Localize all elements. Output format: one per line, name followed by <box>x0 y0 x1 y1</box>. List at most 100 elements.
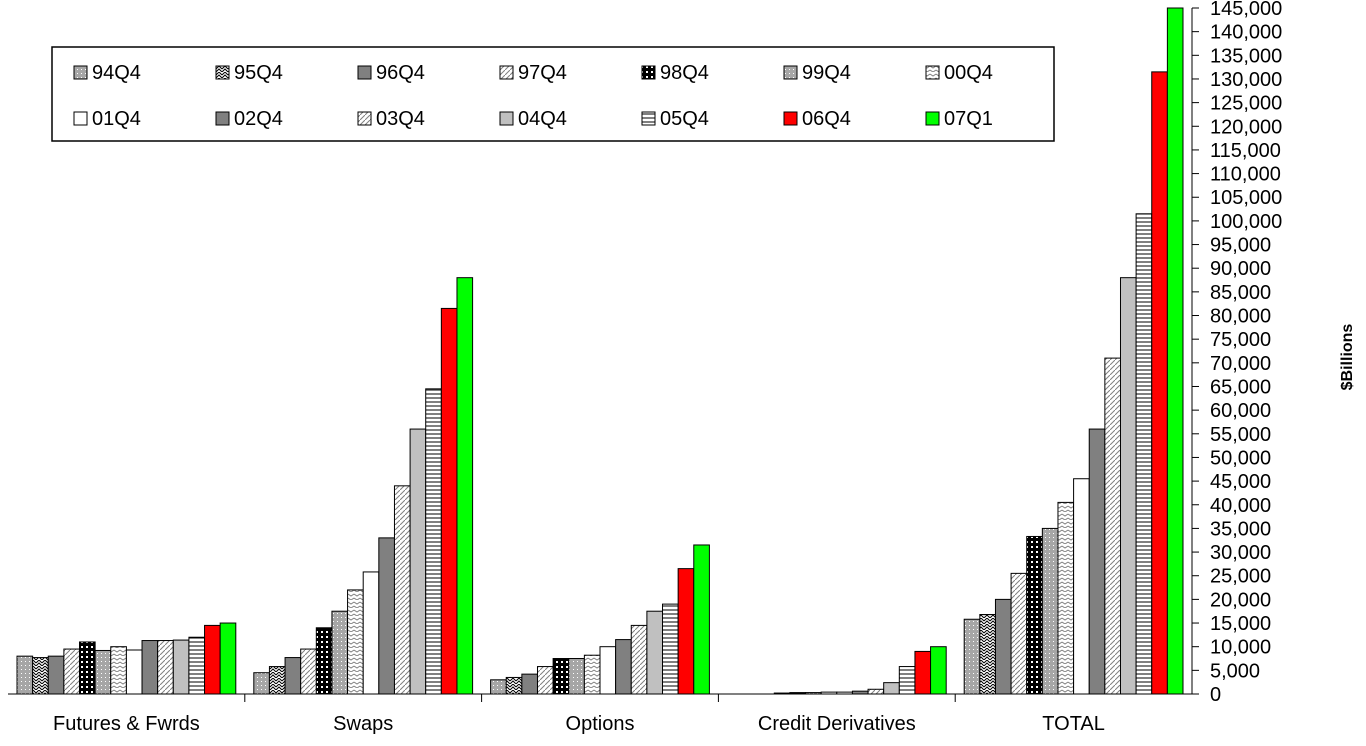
bars-layer <box>16 7 1184 695</box>
bar-94Q4-1 <box>253 672 270 695</box>
legend-swatch-07Q1 <box>925 111 940 126</box>
bar-04Q4-1 <box>409 428 427 695</box>
y-tick-label: 110,000 <box>1210 164 1281 186</box>
bar-96Q4-4 <box>994 598 1012 695</box>
legend-swatch-02Q4 <box>215 111 230 126</box>
y-tick-label: 5,000 <box>1210 660 1260 682</box>
x-tick-label: Options <box>566 713 635 735</box>
legend-label-99Q4: 99Q4 <box>802 62 851 84</box>
y-tick-label: 105,000 <box>1210 187 1282 209</box>
legend-swatch-94Q4 <box>73 65 88 80</box>
y-tick-label: 95,000 <box>1210 235 1271 257</box>
bar-00Q4-0 <box>110 646 127 695</box>
legend-label-96Q4: 96Q4 <box>376 62 425 84</box>
bar-96Q4-2 <box>521 673 538 695</box>
bar-04Q4-0 <box>172 639 190 695</box>
bar-98Q4-1 <box>315 627 333 695</box>
x-tick-label: Futures & Fwrds <box>53 713 200 735</box>
bar-97Q4-0 <box>63 648 81 695</box>
legend-box <box>51 46 1055 142</box>
legend-swatch-06Q4 <box>783 111 798 126</box>
legend-label-97Q4: 97Q4 <box>518 62 567 84</box>
legend-label-98Q4: 98Q4 <box>660 62 709 84</box>
bar-99Q4-2 <box>568 658 585 695</box>
y-tick-label: 130,000 <box>1210 69 1282 91</box>
bar-04Q4-3 <box>883 682 900 695</box>
bar-05Q4-4 <box>1135 213 1153 695</box>
y-tick-label: 145,000 <box>1210 0 1282 20</box>
axes-layer: Futures & Fwrds Swaps Options Credit Deriva… <box>8 0 1356 735</box>
bar-01Q4-4 <box>1073 478 1090 695</box>
y-tick-label: 115,000 <box>1210 140 1281 162</box>
bar-06Q4-3 <box>914 650 932 695</box>
y-tick-label: 60,000 <box>1210 400 1271 422</box>
bar-99Q4-4 <box>1041 527 1059 695</box>
bar-02Q4-2 <box>615 639 632 695</box>
bar-98Q4-2 <box>552 658 570 695</box>
y-tick-label: 0 <box>1210 684 1221 706</box>
bar-07Q1-0 <box>219 622 237 695</box>
bar-96Q4-0 <box>47 655 65 695</box>
y-tick-label: 125,000 <box>1210 93 1282 115</box>
bar-06Q4-2 <box>677 568 695 695</box>
bar-06Q4-4 <box>1151 71 1168 695</box>
bar-02Q4-0 <box>141 640 159 695</box>
bar-00Q4-4 <box>1057 501 1075 695</box>
legend-label-00Q4: 00Q4 <box>944 62 993 84</box>
bar-95Q4-0 <box>32 657 49 695</box>
bar-95Q4-4 <box>979 614 996 695</box>
legend-label-07Q1: 07Q1 <box>944 108 993 130</box>
legend-swatch-03Q4 <box>357 111 372 126</box>
y-tick-label: 80,000 <box>1210 306 1271 328</box>
legend-swatch-00Q4 <box>925 65 940 80</box>
bar-07Q1-2 <box>693 544 710 695</box>
legend-swatch-97Q4 <box>499 65 514 80</box>
bar-95Q4-1 <box>268 666 286 695</box>
legend-swatch-01Q4 <box>73 111 88 126</box>
bar-03Q4-0 <box>157 640 174 695</box>
y-tick-label: 135,000 <box>1210 45 1282 67</box>
legend-label-05Q4: 05Q4 <box>660 108 709 130</box>
y-tick-label: 10,000 <box>1210 637 1271 659</box>
y-tick-label: 35,000 <box>1210 518 1271 540</box>
bar-07Q1-4 <box>1166 7 1184 695</box>
bar-94Q4-4 <box>963 618 981 695</box>
bar-98Q4-0 <box>79 641 96 695</box>
y-tick-label: 30,000 <box>1210 542 1271 564</box>
bar-04Q4-2 <box>646 610 664 695</box>
x-tick-label: Credit Derivatives <box>758 713 916 735</box>
legend-label-02Q4: 02Q4 <box>234 108 283 130</box>
y-tick-label: 70,000 <box>1210 353 1271 375</box>
y-tick-label: 55,000 <box>1210 424 1271 446</box>
y-tick-label: 15,000 <box>1210 613 1271 635</box>
legend-swatch-99Q4 <box>783 65 798 80</box>
legend-swatch-95Q4 <box>215 65 230 80</box>
x-tick-label: TOTAL <box>1042 713 1105 735</box>
x-tick-label: Swaps <box>333 713 393 735</box>
bar-07Q1-3 <box>930 646 947 695</box>
y-tick-label: 75,000 <box>1210 329 1271 351</box>
bar-94Q4-0 <box>16 655 34 695</box>
bar-05Q4-3 <box>898 666 916 695</box>
legend-label-94Q4: 94Q4 <box>92 62 141 84</box>
legend-label-03Q4: 03Q4 <box>376 108 425 130</box>
bar-05Q4-0 <box>188 636 206 695</box>
bar-00Q4-2 <box>583 654 601 695</box>
bar-97Q4-1 <box>300 648 317 695</box>
legend-label-01Q4: 01Q4 <box>92 108 141 130</box>
bar-03Q4-2 <box>630 624 648 695</box>
bar-98Q4-4 <box>1026 535 1043 695</box>
bar-97Q4-4 <box>1010 572 1028 695</box>
legend-swatch-04Q4 <box>499 111 514 126</box>
bar-02Q4-1 <box>378 537 395 695</box>
bar-99Q4-1 <box>331 610 349 695</box>
legend: 94Q4 95Q4 96Q4 97Q4 98Q4 99Q4 00Q4 01Q4 02Q4 03Q4… <box>51 46 1055 142</box>
y-tick-label: 20,000 <box>1210 589 1271 611</box>
y-tick-label: 45,000 <box>1210 471 1271 493</box>
bar-03Q4-4 <box>1104 357 1121 695</box>
bar-00Q4-1 <box>347 589 364 695</box>
y-tick-label: 90,000 <box>1210 258 1271 280</box>
bar-01Q4-1 <box>362 571 380 695</box>
